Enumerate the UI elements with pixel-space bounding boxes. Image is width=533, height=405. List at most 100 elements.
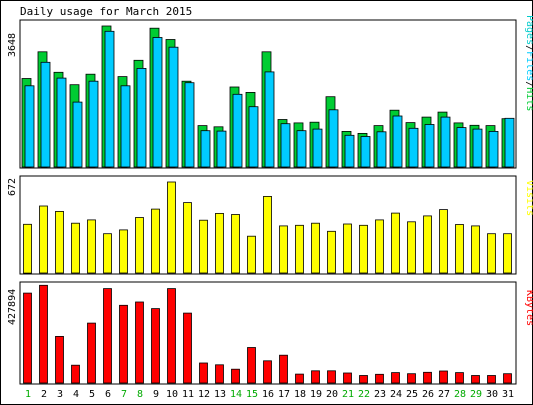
visits-bar: [311, 222, 320, 274]
kbytes-bar: [279, 354, 288, 384]
files-bar: [120, 85, 131, 168]
kbytes-legend: KBytes: [524, 290, 533, 326]
x-tick-label: 7: [121, 389, 127, 400]
kbytes-bar: [471, 375, 480, 384]
x-tick-label: 2: [41, 389, 47, 400]
files-bar: [104, 30, 115, 168]
files-bar: [296, 130, 307, 168]
visits-max-label: 672: [7, 178, 18, 196]
files-bar: [264, 71, 275, 168]
kbytes-bar: [167, 288, 176, 384]
x-tick-label: 27: [438, 389, 450, 400]
kbytes-bar: [455, 372, 464, 384]
visits-bar: [71, 222, 80, 274]
x-tick-label: 9: [153, 389, 159, 400]
x-axis-labels: 1 2 3 4 5 6 7 8 9 10 11 12 13 14 15 16 17 18 19 20 21 22 23 24 2…: [25, 389, 514, 400]
x-tick-label: 16: [262, 389, 274, 400]
files-bar: [360, 136, 371, 168]
visits-bar: [327, 230, 336, 274]
kbytes-bar: [135, 301, 144, 384]
visits-bar: [23, 223, 32, 274]
x-tick-label: 3: [57, 389, 63, 400]
kbytes-bar: [487, 375, 496, 384]
files-bar: [216, 130, 227, 168]
visits-bar: [55, 210, 64, 274]
x-tick-label: 17: [278, 389, 290, 400]
x-tick-label: 25: [406, 389, 418, 400]
hits-files-panel: [19, 19, 517, 169]
kbytes-bar: [343, 372, 352, 384]
kbytes-bar: [151, 308, 160, 384]
files-bar: [184, 82, 195, 168]
visits-bar: [295, 224, 304, 274]
files-bar: [248, 106, 259, 168]
files-bar: [504, 117, 515, 168]
kbytes-max-label: 427894: [7, 289, 18, 325]
visits-bar: [375, 219, 384, 274]
files-bar: [344, 134, 355, 168]
kbytes-bar: [359, 375, 368, 384]
files-bar: [312, 128, 323, 168]
kbytes-bar: [55, 335, 64, 384]
visits-bar: [423, 215, 432, 274]
x-tick-label: 18: [294, 389, 306, 400]
kbytes-bar: [23, 292, 32, 384]
files-bar: [168, 46, 179, 168]
visits-bar: [135, 217, 144, 274]
kbytes-bar: [263, 360, 272, 384]
legend-sep-1: /: [524, 45, 533, 51]
x-tick-label: 26: [422, 389, 434, 400]
files-bar: [472, 128, 483, 168]
x-tick-label: 20: [326, 389, 338, 400]
x-tick-label: 4: [73, 389, 79, 400]
visits-legend: Visits: [524, 180, 533, 216]
x-tick-label: 21: [342, 389, 354, 400]
kbytes-bar: [311, 370, 320, 384]
files-bar: [456, 127, 467, 168]
files-bar: [280, 123, 291, 168]
kbytes-bar: [391, 372, 400, 384]
kbytes-bar: [199, 362, 208, 384]
x-tick-label: 5: [89, 389, 95, 400]
x-tick-label: 14: [230, 389, 242, 400]
x-tick-label: 30: [486, 389, 498, 400]
kbytes-bar: [247, 347, 256, 384]
kbytes-bar: [327, 370, 336, 384]
x-tick-label: 15: [246, 389, 258, 400]
files-bar: [72, 101, 83, 168]
visits-bar: [87, 219, 96, 274]
kbytes-bar: [71, 364, 80, 384]
chart-title: Daily usage for March 2015: [20, 5, 192, 18]
visits-bar: [183, 202, 192, 274]
x-tick-label: 11: [182, 389, 194, 400]
files-bar: [408, 127, 419, 168]
x-tick-label: 8: [137, 389, 143, 400]
x-tick-label: 24: [390, 389, 402, 400]
visits-bar: [487, 233, 496, 274]
visits-bar: [231, 214, 240, 274]
visits-bar: [247, 235, 256, 274]
kbytes-bar: [375, 373, 384, 384]
visits-bar: [39, 205, 48, 274]
files-bar: [488, 130, 499, 168]
visits-panel: [19, 175, 517, 275]
kbytes-bar: [503, 373, 512, 384]
x-tick-label: 10: [166, 389, 178, 400]
files-bar: [152, 37, 163, 168]
visits-bar: [343, 223, 352, 274]
files-bar: [392, 115, 403, 168]
visits-bar: [455, 224, 464, 274]
files-bar: [376, 131, 387, 168]
kbytes-bar: [439, 370, 448, 384]
visits-bar: [103, 233, 112, 274]
x-tick-label: 6: [105, 389, 111, 400]
files-bar: [440, 116, 451, 168]
kbytes-bar: [183, 312, 192, 384]
kbytes-bar: [215, 364, 224, 384]
legend-pages: Pages: [524, 15, 533, 45]
legend-files: Files: [524, 51, 533, 81]
kbytes-bar: [87, 322, 96, 384]
x-tick-label: 28: [454, 389, 466, 400]
x-tick-label: 29: [470, 389, 482, 400]
